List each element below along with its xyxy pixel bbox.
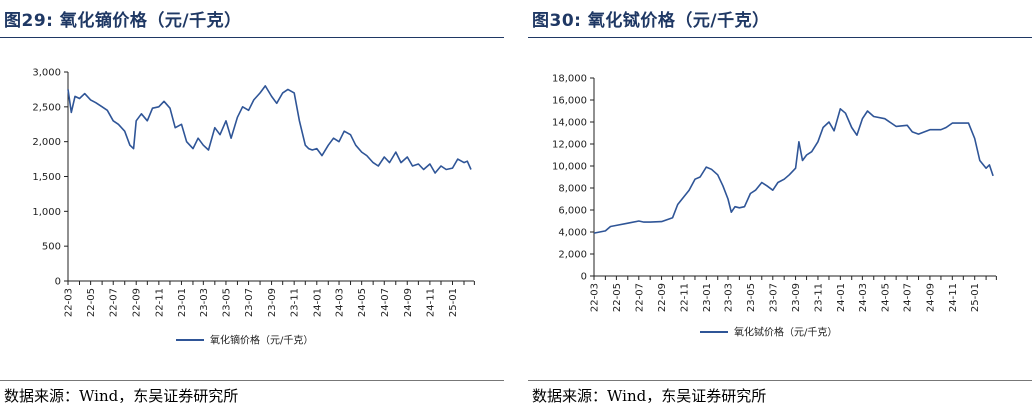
- source-note: 数据来源：Wind，东吴证券研究所: [4, 387, 239, 405]
- source-note: 数据来源：Wind，东吴证券研究所: [532, 387, 767, 405]
- x-tick-label: 23-01: [177, 288, 188, 317]
- dysprosium-price-chart: 0 500 1,000 1,500 2,000 2,500 3,000 22-03 22-05 2…: [32, 68, 475, 347]
- x-tick-label: 25-01: [970, 283, 981, 312]
- y-tick-label: 2,000: [32, 137, 61, 148]
- x-tick-label: 24-11: [425, 288, 436, 317]
- series-line: [67, 85, 472, 174]
- terbium-price-chart: 0 2,000 4,000 6,000 8,000 10,000 12,000 14,000 1…: [552, 74, 997, 339]
- x-tick-label: 22-05: [612, 283, 623, 312]
- x-tick-label: 24-07: [380, 288, 391, 317]
- source-rule: [0, 380, 504, 381]
- x-tick-label: 23-11: [290, 288, 301, 317]
- x-tick-label: 24-05: [880, 283, 891, 312]
- x-tick-label: 22-03: [590, 283, 601, 312]
- x-tick-label: 24-05: [357, 288, 368, 317]
- y-tick-label: 18,000: [552, 74, 587, 85]
- x-tick-label: 22-11: [679, 283, 690, 312]
- y-tick-label: 6,000: [558, 206, 587, 217]
- x-tick-label: 24-03: [335, 288, 346, 317]
- legend-label: 氧化镝价格（元/千克）: [210, 334, 313, 347]
- chart-panel-terbium: 图30: 氧化铽价格（元/千克） 0 2,000 4,000 6,000 8,000 10…: [528, 0, 1032, 413]
- y-tick-label: 0: [55, 277, 61, 288]
- x-tick-label: 24-01: [312, 288, 323, 317]
- x-tick-label: 23-09: [267, 288, 278, 317]
- x-tick-label: 24-11: [948, 283, 959, 312]
- x-tick-label: 24-03: [858, 283, 869, 312]
- y-tick-label: 4,000: [558, 228, 587, 239]
- x-tick-label: 22-09: [132, 288, 143, 317]
- x-tick-label: 23-11: [813, 283, 824, 312]
- title-rule: [0, 37, 504, 38]
- y-tick-label: 3,000: [32, 68, 61, 79]
- y-tick-label: 12,000: [552, 140, 587, 151]
- y-tick-label: 1,000: [32, 207, 61, 218]
- y-tick-label: 2,000: [558, 250, 587, 261]
- x-tick-label: 23-05: [221, 288, 232, 317]
- x-tick-label: 22-11: [154, 288, 165, 317]
- x-tick-label: 24-09: [925, 283, 936, 312]
- x-tick-label: 24-09: [403, 288, 414, 317]
- x-tick-label: 23-07: [244, 288, 255, 317]
- series-line: [593, 108, 994, 234]
- y-tick-label: 14,000: [552, 118, 587, 129]
- title-rule: [528, 37, 1032, 38]
- source-rule: [528, 380, 1032, 381]
- x-tick-label: 24-07: [903, 283, 914, 312]
- y-tick-label: 8,000: [558, 184, 587, 195]
- x-tick-label: 23-05: [746, 283, 757, 312]
- x-tick-label: 23-03: [724, 283, 735, 312]
- y-tick-label: 10,000: [552, 162, 587, 173]
- y-tick-label: 2,500: [32, 102, 61, 113]
- x-tick-label: 25-01: [448, 288, 459, 317]
- x-tick-label: 23-09: [791, 283, 802, 312]
- x-tick-label: 23-03: [199, 288, 210, 317]
- chart-title: 图29: 氧化镝价格（元/千克）: [4, 11, 242, 31]
- y-tick-label: 500: [42, 242, 61, 253]
- x-tick-label: 22-03: [64, 288, 75, 317]
- y-tick-label: 0: [581, 272, 587, 283]
- chart-panel-dysprosium: 图29: 氧化镝价格（元/千克） 0 500 1,000 1,500 2,000 2,50…: [0, 0, 504, 413]
- legend-label: 氧化铽价格（元/千克）: [734, 326, 837, 339]
- x-tick-label: 22-07: [109, 288, 120, 317]
- x-tick-label: 22-05: [86, 288, 97, 317]
- x-tick-label: 23-07: [768, 283, 779, 312]
- y-tick-label: 1,500: [32, 172, 61, 183]
- chart-title: 图30: 氧化铽价格（元/千克）: [532, 11, 770, 31]
- x-tick-label: 23-01: [702, 283, 713, 312]
- y-tick-label: 16,000: [552, 96, 587, 107]
- x-tick-label: 24-01: [836, 283, 847, 312]
- x-tick-label: 22-09: [657, 283, 668, 312]
- x-tick-label: 22-07: [634, 283, 645, 312]
